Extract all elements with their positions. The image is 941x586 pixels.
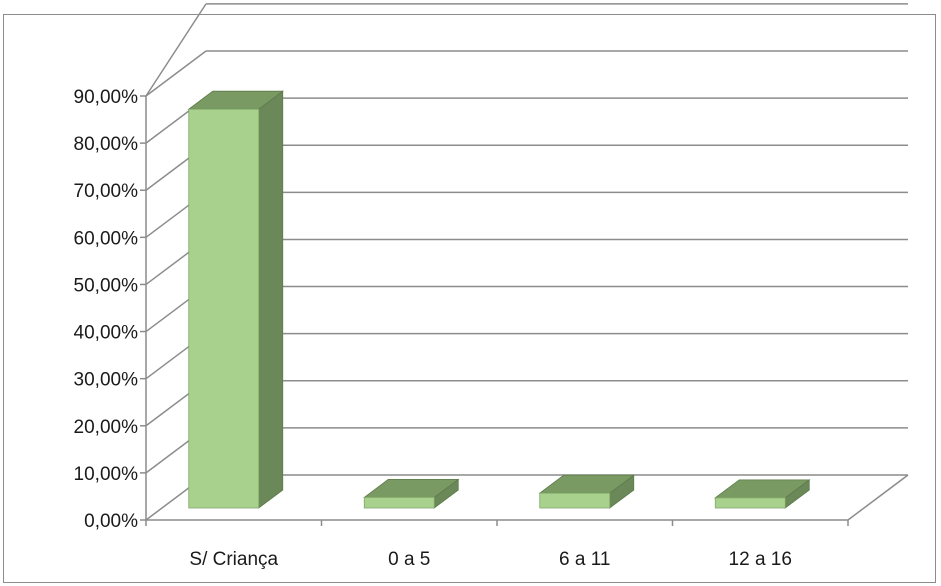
- bar: [187, 90, 284, 509]
- y-tick-label: 10,00%: [74, 464, 139, 485]
- bar-side: [258, 90, 284, 509]
- y-tick-label: 40,00%: [74, 323, 139, 344]
- axes: [140, 95, 849, 526]
- bar-front: [188, 108, 260, 509]
- y-tick-label: 20,00%: [74, 417, 139, 438]
- bar-front: [714, 497, 786, 509]
- x-category-label: 12 a 16: [729, 549, 792, 570]
- bar: [363, 478, 460, 509]
- y-tick-label: 30,00%: [74, 370, 139, 391]
- y-tick-label: 0,00%: [84, 511, 138, 532]
- bar: [714, 479, 811, 509]
- y-tick-label: 90,00%: [74, 87, 139, 108]
- labels: 0,00% 10,00% 20,00% 30,00% 40,00% 50,00% 60,00…: [74, 87, 792, 570]
- gridline-depth: [145, 50, 207, 97]
- x-category-label: 0 a 5: [388, 549, 430, 570]
- bar: [538, 474, 635, 509]
- bar-front: [539, 492, 611, 509]
- gridline-depth: [145, 3, 207, 97]
- x-category-label: S/ Criança: [189, 549, 278, 570]
- y-tick-label: 50,00%: [74, 275, 139, 296]
- floor-right-edge: [847, 474, 909, 521]
- y-tick-label: 60,00%: [74, 228, 139, 249]
- y-tick-label: 80,00%: [74, 134, 139, 155]
- bar-front: [363, 496, 435, 509]
- x-category-label: 6 a 11: [559, 549, 610, 570]
- y-tick-label: 70,00%: [74, 181, 139, 202]
- bars: [187, 90, 811, 509]
